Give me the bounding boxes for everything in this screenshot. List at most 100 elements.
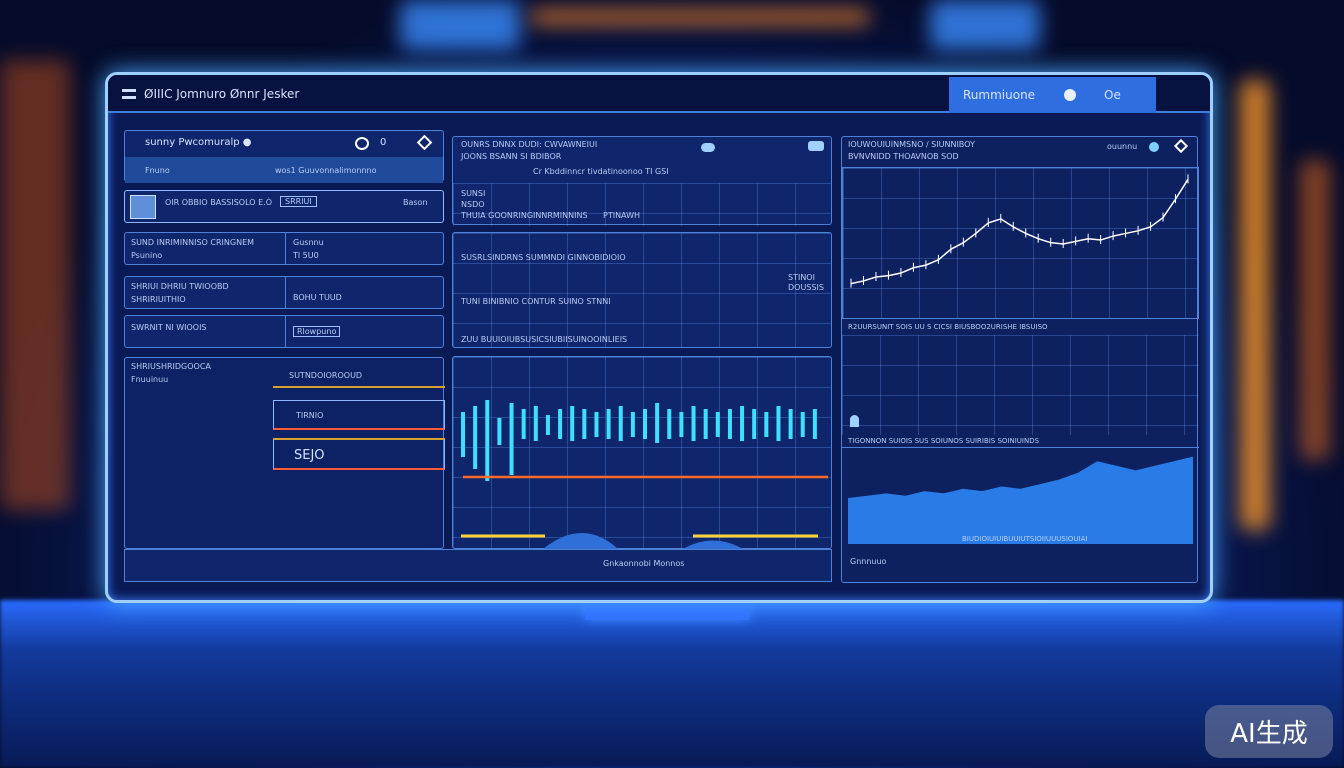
item-label: SUTNDOIOROOUD: [289, 371, 363, 380]
panel-title: OIR OBBIO BASSISOLO E.Ò: [165, 198, 272, 207]
panel-subtitle: JOONS BSANN SI BDIBOR: [461, 152, 562, 161]
cloud-icon[interactable]: [808, 141, 824, 151]
monitor-stand: [585, 598, 749, 620]
action-label-2: Oe: [1104, 88, 1121, 102]
wave-bar: [655, 403, 660, 443]
list-item[interactable]: TIRNIO: [273, 400, 445, 430]
band-labels: TIGONNON SUIOIS SUS SOIUNOS SUIRIBIS SOI…: [848, 437, 1040, 445]
marker-icon: [850, 415, 859, 427]
row-value: Tl 5U0: [293, 251, 319, 260]
wave-bar: [533, 406, 538, 441]
row-value: Gusnnu: [293, 238, 324, 247]
wave-bar: [800, 412, 805, 437]
row-label: SHRIUI DHRIU TWIOOBD: [131, 282, 229, 291]
bokeh-light: [930, 0, 1040, 50]
wave-hump: [543, 533, 743, 549]
wave-bar: [643, 409, 647, 439]
panel-title: SHRIUSHRIDGOOCA: [131, 362, 211, 371]
wave-bar: [594, 412, 599, 437]
diamond-icon[interactable]: [416, 134, 433, 151]
sub-value: wos1 Guuvonnalimonnno: [275, 166, 377, 175]
list-item[interactable]: SUTNDOIOROOUD: [273, 362, 445, 388]
wave-bar: [618, 406, 623, 441]
bokeh-light: [0, 60, 70, 510]
price-line: [850, 178, 1189, 285]
range-control[interactable]: ouunnu: [1107, 142, 1138, 151]
note: Cr Kbddinncr tivdatinoonoo TI GSI: [533, 167, 669, 176]
item-label: TIRNIO: [296, 411, 324, 420]
area-chart-svg: [848, 456, 1193, 544]
panel-title: OUNRS DNNX DUDI: CWVAWNEIUI: [461, 140, 598, 149]
area-fill: [848, 456, 1193, 544]
user-icon[interactable]: [1064, 89, 1076, 101]
action-label: Rummiuone: [963, 88, 1036, 102]
bottom-labels: BIUDIOIUIUIBUUIUTSIOIIUUUSIOUIAI: [962, 535, 1088, 543]
row-label: THUIA GOONRINGINNRMINNINS: [461, 211, 588, 220]
footer-label: Gnnnuuo: [850, 557, 887, 566]
footer-label: Gnkaonnobi Monnos: [603, 559, 685, 568]
wave-bar: [703, 409, 708, 439]
settings-icon[interactable]: [1173, 138, 1189, 154]
wave-bar: [545, 415, 550, 435]
chart-thumb-icon: [130, 195, 156, 219]
row-label: SHRIRIUITHIO: [131, 295, 186, 304]
tag: SRRIUI: [280, 196, 317, 207]
left-panel-2[interactable]: OIR OBBIO BASSISOLO E.Ò SRRIUI Bason: [124, 190, 444, 223]
menu-icon[interactable]: [122, 89, 136, 99]
wave-bar: [776, 406, 781, 441]
row-label: NSDO: [461, 200, 485, 209]
desk-surface: [0, 600, 1344, 768]
waveform-svg: [461, 400, 828, 549]
list-item[interactable]: SEJO: [273, 438, 445, 470]
row-label: SUND INRIMINNISO CRINGNEM: [131, 238, 255, 247]
wave-bar: [679, 412, 684, 437]
row-value: Rlowpuno: [293, 326, 341, 337]
left-row-2: SHRIUI DHRIU TWIOOBD SHRIRIUITHIO BOHU T…: [124, 276, 444, 309]
panel-title: sunny Pwcomuralp ●: [145, 137, 252, 148]
axis-labels: R2UURSUNIT SOIS UU S CICSI BIUSBOO2URISH…: [848, 323, 1048, 331]
status-dot-icon[interactable]: [1149, 142, 1159, 152]
wave-bar: [497, 418, 502, 445]
wave-bar: [461, 412, 465, 457]
right-panel: IOUWOUIUINMSNO / SIUNNIBOY BVNVNIDD THOA…: [841, 136, 1199, 583]
bokeh-light: [1240, 80, 1270, 530]
line-chart: [842, 167, 1199, 319]
wave-bar: [691, 406, 696, 441]
panel-value: Bason: [403, 198, 428, 207]
row-label: SWRNIT NI WIOOIS: [131, 323, 207, 332]
panel-subtitle: BVNVNIDD THOAVNOB SOD: [848, 152, 959, 161]
panel-title: SUSRLSINDRNS SUMMNDI GINNOBIDIOIO: [461, 253, 626, 262]
monitor-screen: ØIIIC Jomnuro Ønnr Jesker Rummiuone Oe s…: [105, 72, 1213, 603]
left-panel-3: SHRIUSHRIDGOOCA Fnuuinuu SUTNDOIOROOUD T…: [124, 357, 445, 549]
row-label: TUNI BINIBNIO CONTUR SUINO STNNI: [461, 297, 611, 306]
wave-bar: [740, 406, 745, 441]
chat-icon[interactable]: [355, 137, 369, 150]
bokeh-light: [1300, 160, 1330, 460]
row-label: PTINAWH: [603, 211, 641, 220]
wave-bar: [473, 406, 478, 469]
bottom-strip: Gnkaonnobi Monnos: [124, 549, 832, 582]
tag: STINOI: [788, 273, 815, 282]
wave-bar: [558, 409, 563, 439]
wave-bar: [630, 412, 635, 437]
line-chart-svg: [850, 174, 1189, 288]
wave-bar: [788, 409, 793, 439]
wave-bar: [570, 406, 575, 441]
cloud-icon[interactable]: [701, 143, 715, 152]
left-panel-1: sunny Pwcomuralp ● 0 Fnuno wos1 Guuvonna…: [124, 130, 444, 183]
watermark: AI生成: [1205, 705, 1333, 758]
wave-bar: [727, 409, 732, 439]
header-action-button[interactable]: Rummiuone Oe: [949, 77, 1156, 113]
middle-second-panel: SUSRLSINDRNS SUMMNDI GINNOBIDIOIO STINOI…: [452, 232, 832, 348]
wave-bar: [485, 400, 490, 481]
wave-bar: [764, 412, 769, 437]
row-label: Psunino: [131, 251, 163, 260]
row-value: BOHU TUUD: [293, 293, 342, 302]
panel-subtitle: Fnuuinuu: [131, 375, 169, 384]
waveform-chart: [452, 356, 832, 549]
wave-bar: [812, 409, 817, 439]
bokeh-light: [400, 0, 520, 50]
app-title: ØIIIC Jomnuro Ønnr Jesker: [144, 87, 300, 101]
row-label: SUNSI: [461, 189, 486, 198]
item-label: SEJO: [294, 448, 325, 463]
